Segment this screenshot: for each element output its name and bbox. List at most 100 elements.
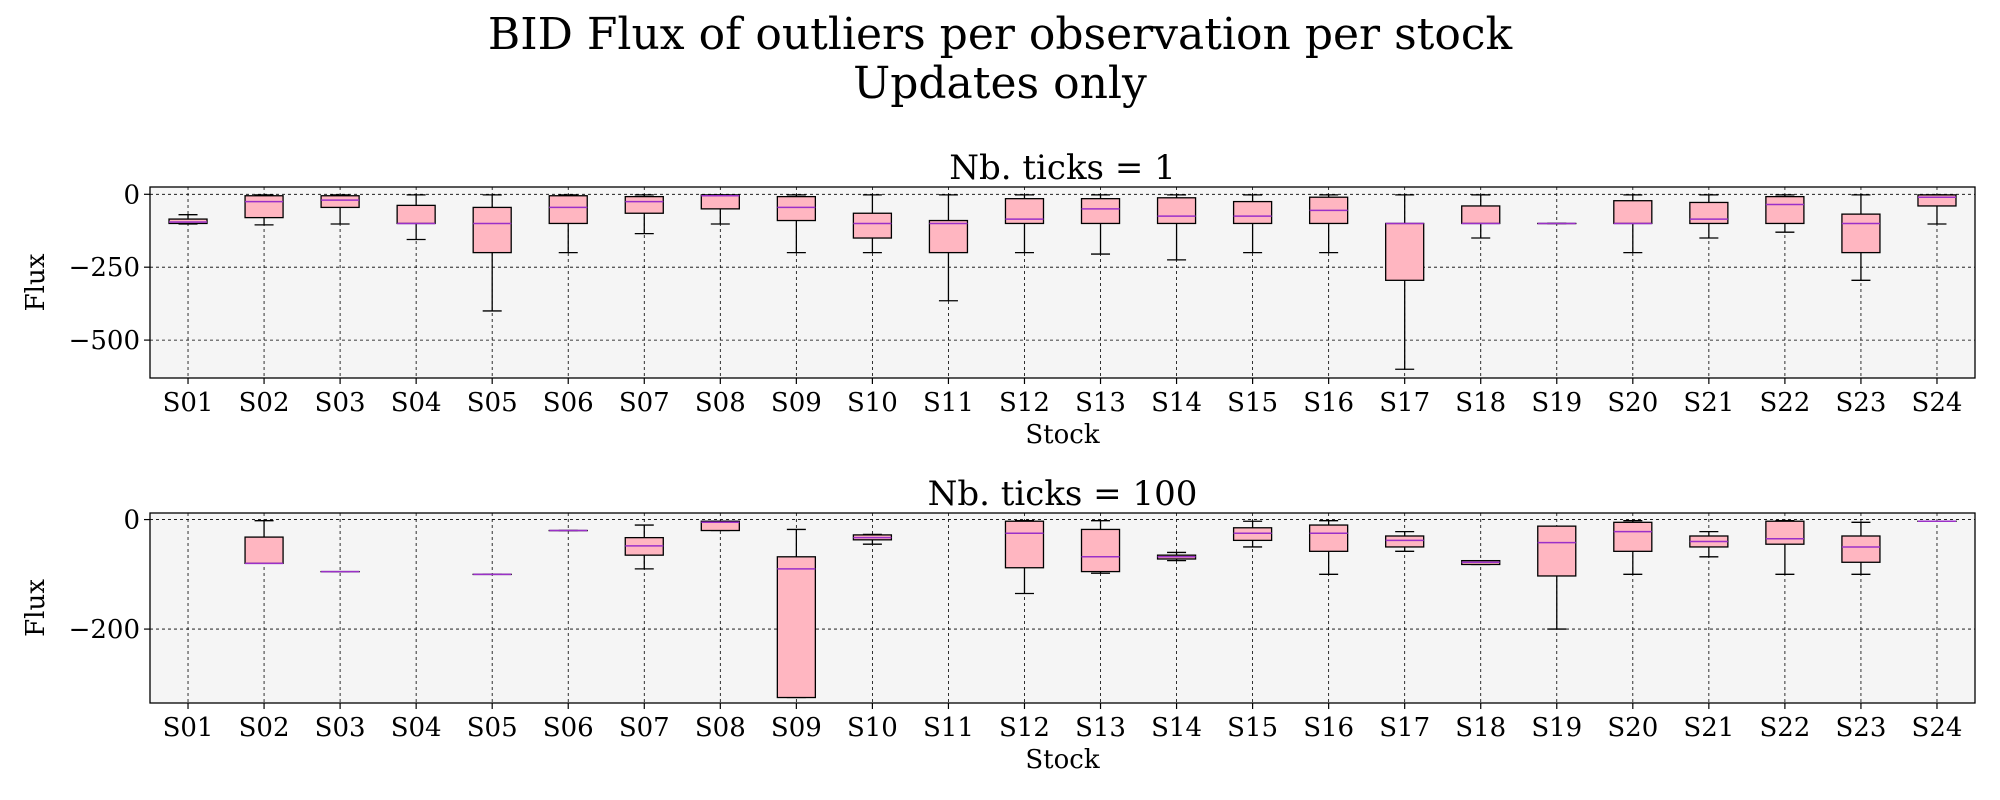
x-tick-label: S24 — [1912, 713, 1963, 743]
box-S13 — [1080, 520, 1121, 574]
box-S20 — [1613, 194, 1653, 254]
x-tick-label: S19 — [1531, 388, 1582, 418]
x-tick-label: S04 — [391, 388, 442, 418]
box-S17 — [1385, 530, 1425, 552]
box-body — [1765, 195, 1805, 225]
x-tick-label: S12 — [999, 713, 1050, 743]
x-tick-label: S06 — [543, 388, 594, 418]
x-tick-label: S10 — [847, 713, 898, 743]
x-tick-label: S23 — [1835, 388, 1886, 418]
box-body — [244, 195, 284, 219]
box-body — [548, 195, 588, 225]
x-tick-label: S07 — [619, 388, 670, 418]
box-S02 — [244, 194, 284, 226]
x-tick-label: S15 — [1227, 713, 1278, 743]
y-tick-label: −200 — [69, 615, 140, 645]
box-S21 — [1689, 530, 1729, 558]
x-tick-label: S05 — [467, 388, 518, 418]
x-tick-label: S18 — [1455, 388, 1506, 418]
box-S16 — [1308, 194, 1349, 254]
box-S15 — [1232, 194, 1273, 254]
x-tick-label: S08 — [695, 388, 746, 418]
box-S23 — [1841, 194, 1881, 281]
x-tick-label: S02 — [239, 388, 290, 418]
box-body — [244, 536, 284, 565]
x-tick-label: S21 — [1683, 388, 1734, 418]
x-tick-label: S22 — [1759, 388, 1810, 418]
subplot-title: Nb. ticks = 100 — [928, 474, 1198, 514]
x-tick-label: S05 — [467, 713, 518, 743]
x-tick-label: S03 — [315, 388, 366, 418]
y-tick-label: 0 — [123, 180, 140, 210]
y-tick-label: −500 — [69, 326, 140, 356]
x-tick-label: S13 — [1075, 713, 1126, 743]
subplot-2: S01 S02 S03 S04 S05 S06 S07 S08 S09 S10 S11 S12 S13 S… — [21, 474, 1976, 775]
box-S01 — [168, 214, 208, 225]
box-S03 — [320, 194, 360, 225]
x-tick-label: S03 — [315, 713, 366, 743]
box-body — [472, 206, 512, 254]
x-axis-label: Stock — [1025, 745, 1099, 775]
box-S10 — [852, 533, 893, 545]
figure-title-line2: Updates only — [853, 58, 1147, 109]
x-tick-label: S22 — [1759, 713, 1810, 743]
box-S05 — [472, 194, 512, 312]
box-body — [1917, 194, 1957, 207]
x-tick-label: S18 — [1455, 713, 1506, 743]
box-S18 — [1461, 559, 1501, 566]
x-tick-label: S11 — [923, 713, 974, 743]
box-body — [1308, 524, 1349, 552]
axes-frame — [149, 186, 1976, 379]
x-tick-label: S17 — [1379, 713, 1430, 743]
box-S09 — [776, 194, 817, 254]
box-body — [700, 520, 740, 532]
box-S18 — [1461, 194, 1501, 239]
y-tick-label: −250 — [69, 253, 140, 283]
x-tick-label: S14 — [1151, 713, 1202, 743]
x-tick-label: S12 — [999, 388, 1050, 418]
box-body — [1232, 200, 1273, 225]
box-S08 — [700, 520, 740, 532]
x-tick-label: S13 — [1075, 388, 1126, 418]
box-body — [700, 194, 740, 210]
box-body — [1613, 200, 1653, 225]
x-tick-label: S21 — [1683, 713, 1734, 743]
x-tick-label: S06 — [543, 713, 594, 743]
box-body — [928, 219, 969, 254]
figure-title-line1: BID Flux of outliers per observation per… — [487, 9, 1513, 60]
box-body — [1080, 528, 1121, 573]
box-S19 — [1537, 525, 1577, 630]
x-tick-label: S14 — [1151, 388, 1202, 418]
y-axis-label: Flux — [21, 579, 51, 637]
x-tick-label: S09 — [771, 713, 822, 743]
box-body — [1841, 535, 1881, 563]
subplot-title: Nb. ticks = 1 — [949, 148, 1176, 188]
x-tick-label: S01 — [163, 713, 214, 743]
box-body — [1004, 520, 1045, 569]
y-tick-label: 0 — [123, 506, 140, 536]
box-S10 — [852, 194, 893, 254]
axes-frame — [149, 512, 1976, 704]
box-body — [776, 556, 817, 699]
y-axis-label: Flux — [21, 253, 51, 311]
x-tick-label: S15 — [1227, 388, 1278, 418]
x-tick-label: S01 — [163, 388, 214, 418]
x-tick-label: S11 — [923, 388, 974, 418]
plot-area — [150, 187, 1975, 378]
box-body — [776, 195, 817, 222]
box-S14 — [1156, 551, 1197, 562]
box-S24 — [1917, 194, 1957, 225]
box-body — [1156, 197, 1197, 225]
plot-area — [150, 513, 1975, 703]
x-tick-label: S20 — [1607, 388, 1658, 418]
x-tick-label: S24 — [1912, 388, 1963, 418]
box-S14 — [1156, 194, 1197, 261]
box-body — [624, 195, 664, 214]
subplot-1: S01 S02 S03 S04 S05 S06 S07 S08 S09 S10 S11 S12 S13 S… — [21, 148, 1976, 450]
box-body — [1537, 525, 1577, 577]
box-S12 — [1004, 194, 1045, 254]
box-S08 — [700, 194, 740, 225]
box-S06 — [548, 194, 588, 254]
x-tick-label: S07 — [619, 713, 670, 743]
box-body — [396, 204, 436, 225]
